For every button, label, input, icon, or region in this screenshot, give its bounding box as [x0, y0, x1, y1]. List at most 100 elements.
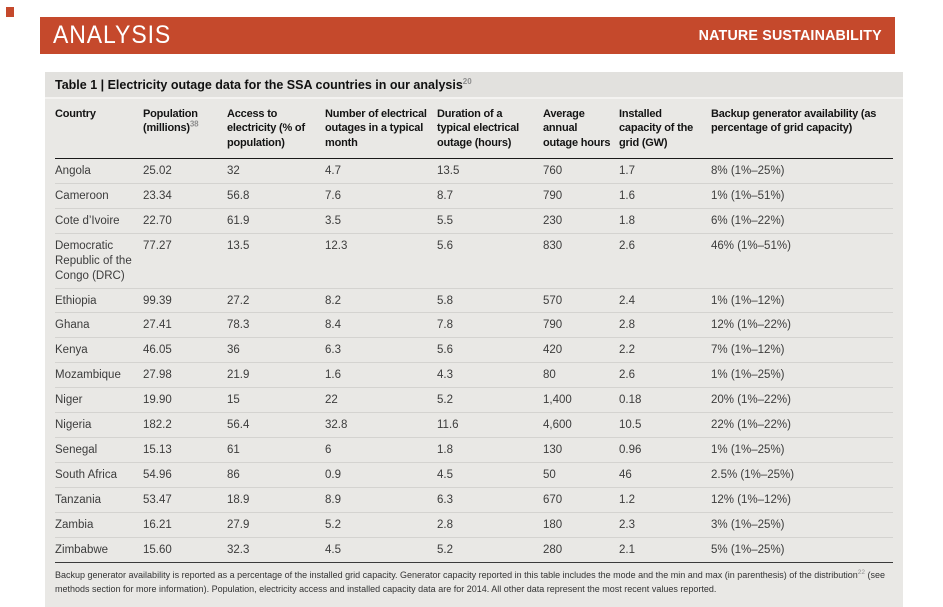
cell-annual-outage-hours: 830	[543, 232, 619, 289]
cell-annual-outage-hours: 280	[543, 536, 619, 563]
cell-outage-count: 8.2	[325, 287, 437, 313]
cell-population: 22.70	[143, 207, 227, 234]
cell-electricity-access: 27.9	[227, 511, 325, 538]
table-row: Kenya 46.05 36 6.3 5.6 420 2.2 7% (1%–12…	[55, 337, 893, 363]
table-row: Cameroon 23.34 56.8 7.6 8.7 790 1.6 1% (…	[55, 182, 893, 209]
footnote-text-1: Backup generator availability is reporte…	[55, 569, 858, 580]
col-header-backup-generator: Backup generator availability (as percen…	[711, 99, 893, 159]
table-row: Zambia 16.21 27.9 5.2 2.8 180 2.3 3% (1%…	[55, 511, 893, 538]
cell-backup-generator: 1% (1%–12%)	[711, 287, 893, 313]
cell-backup-generator: 7% (1%–12%)	[711, 337, 893, 363]
cell-annual-outage-hours: 790	[543, 312, 619, 338]
col-header-outage-count: Number of electrical outages in a typica…	[325, 99, 437, 159]
cell-outage-duration: 13.5	[437, 164, 460, 177]
cell-annual-outage-hours: 4,600	[543, 412, 619, 438]
cell-outage-duration: 5.8	[437, 287, 543, 313]
section-label: ANALYSIS	[53, 21, 172, 49]
cell-backup-generator: 1% (1%–51%)	[711, 182, 893, 209]
col-header-population-reference: 38	[189, 119, 199, 129]
table-body: Angola 25.02 32 4.7 13.5 760 1.7 8% (1%–…	[55, 158, 893, 563]
cell-annual-outage-hours: 570	[543, 287, 619, 313]
table-row: Senegal 15.13 61 6 1.8 130 0.96 1% (1%–2…	[55, 437, 893, 463]
cell-population: 182.2	[143, 412, 227, 438]
cell-outage-count: 12.3	[325, 232, 437, 289]
col-header-outage-duration: Duration of a typical electrical outage …	[437, 99, 543, 159]
col-header-population: Population (millions)38	[143, 99, 227, 159]
cell-country: Cameroon	[55, 182, 143, 209]
table-row: Tanzania 53.47 18.9 8.9 6.3 670 1.2 12% …	[55, 487, 893, 513]
cell-outage-duration: 7.8	[437, 312, 543, 338]
cell-outage-duration: 6.3	[437, 487, 543, 513]
cell-electricity-access: 86	[227, 462, 325, 488]
table-row: Mozambique 27.98 21.9 1.6 4.3 80 2.6 1% …	[55, 362, 893, 388]
cell-country: South Africa	[55, 462, 143, 488]
cell-country: Zambia	[55, 511, 143, 538]
cell-outage-duration: 4.5	[437, 462, 543, 488]
cell-annual-outage-hours: 130	[543, 437, 619, 463]
cell-country: Ethiopia	[55, 287, 143, 313]
cell-outage-count: 4.5	[325, 536, 437, 563]
cell-outage-count: 6.3	[325, 337, 437, 363]
cell-outage-count: 8.4	[325, 312, 437, 338]
table-row: Ethiopia 99.39 27.2 8.2 5.8 570 2.4 1% (…	[55, 287, 893, 313]
cell-country: Zimbabwe	[55, 536, 143, 563]
cell-outage-duration: 5.6	[437, 232, 543, 289]
cell-outage-duration: 5.6	[437, 337, 543, 363]
table-row: Nigeria 182.2 56.4 32.8 11.6 4,600 10.5 …	[55, 412, 893, 438]
cell-installed-capacity: 1.7	[619, 164, 635, 177]
cell-annual-outage-hours: 790	[543, 182, 619, 209]
cell-population: 15.13	[143, 437, 227, 463]
table-row: Niger 19.90 15 22 5.2 1,400 0.18 20% (1%…	[55, 387, 893, 413]
cell-annual-outage-hours: 1,400	[543, 387, 619, 413]
cell-outage-count: 1.6	[325, 362, 437, 388]
cell-backup-generator: 8% (1%–25%)	[711, 164, 785, 177]
cell-electricity-access: 15	[227, 387, 325, 413]
cell-country: Ghana	[55, 312, 143, 338]
journal-name: NATURE SUSTAINABILITY	[698, 27, 882, 44]
table-title: Table 1 | Electricity outage data for th…	[45, 72, 903, 99]
cell-installed-capacity: 2.4	[619, 287, 711, 313]
cell-outage-duration: 1.8	[437, 437, 543, 463]
cell-backup-generator: 1% (1%–25%)	[711, 362, 893, 388]
cell-outage-duration: 8.7	[437, 182, 543, 209]
outage-data-table: Country Population (millions)38 Access t…	[55, 99, 893, 563]
table-row: Ghana 27.41 78.3 8.4 7.8 790 2.8 12% (1%…	[55, 312, 893, 338]
cell-country: Democratic Republic of the Congo (DRC)	[55, 232, 143, 289]
cell-population: 16.21	[143, 511, 227, 538]
cell-backup-generator: 12% (1%–12%)	[711, 487, 893, 513]
cell-electricity-access: 21.9	[227, 362, 325, 388]
cell-annual-outage-hours: 230	[543, 207, 619, 234]
table-header-row: Country Population (millions)38 Access t…	[55, 99, 893, 159]
col-header-annual-outage-hours: Average annual outage hours	[543, 99, 619, 159]
footnote-reference: 22	[857, 568, 866, 576]
cell-population: 77.27	[143, 232, 227, 289]
cell-electricity-access: 32	[227, 164, 240, 177]
cell-population: 19.90	[143, 387, 227, 413]
table-row: Democratic Republic of the Congo (DRC) 7…	[55, 232, 893, 289]
cell-electricity-access: 61.9	[227, 207, 325, 234]
cell-backup-generator: 20% (1%–22%)	[711, 387, 893, 413]
table-footnote: Backup generator availability is reporte…	[45, 563, 903, 605]
cell-electricity-access: 78.3	[227, 312, 325, 338]
cell-annual-outage-hours: 180	[543, 511, 619, 538]
cell-country: Cote d’Ivoire	[55, 207, 143, 234]
cell-outage-count: 6	[325, 437, 437, 463]
cell-outage-duration: 5.2	[437, 387, 543, 413]
cell-outage-count: 8.9	[325, 487, 437, 513]
cell-population: 53.47	[143, 487, 227, 513]
cell-installed-capacity: 1.2	[619, 487, 711, 513]
cell-outage-duration: 11.6	[437, 412, 543, 438]
cell-electricity-access: 18.9	[227, 487, 325, 513]
cell-annual-outage-hours: 760	[543, 164, 563, 177]
cell-country: Kenya	[55, 337, 143, 363]
cell-outage-count: 5.2	[325, 511, 437, 538]
cell-installed-capacity: 0.18	[619, 387, 711, 413]
cell-electricity-access: 56.4	[227, 412, 325, 438]
cell-annual-outage-hours: 80	[543, 362, 619, 388]
cell-electricity-access: 56.8	[227, 182, 325, 209]
cell-country: Senegal	[55, 437, 143, 463]
col-header-installed-capacity: Installed capacity of the grid (GW)	[619, 99, 711, 159]
cell-annual-outage-hours: 50	[543, 462, 619, 488]
cell-population: 46.05	[143, 337, 227, 363]
col-header-country: Country	[55, 99, 143, 159]
